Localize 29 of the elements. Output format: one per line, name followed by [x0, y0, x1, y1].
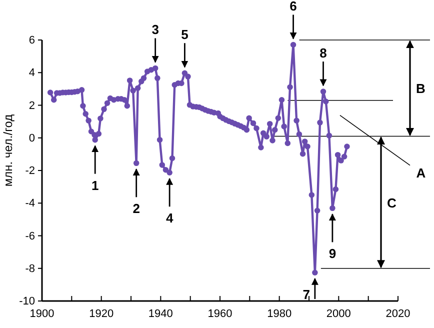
x-tick-label: 1920 — [89, 308, 114, 320]
annotation: 7 — [302, 287, 310, 302]
annotation: 3 — [152, 22, 159, 38]
x-tick-label: 2020 — [386, 308, 410, 320]
annotation: 5 — [181, 27, 188, 42]
y-tick-label: -8 — [25, 262, 35, 275]
x-tick-label: 1960 — [208, 308, 232, 320]
x-tick-label: 2000 — [326, 308, 351, 320]
annotation: C — [387, 195, 397, 210]
y-tick-label: -2 — [25, 165, 35, 178]
annotation: 4 — [166, 210, 174, 226]
y-tick-label: -4 — [25, 198, 35, 210]
y-tick-label: 6 — [28, 34, 35, 47]
annotation: 8 — [320, 46, 327, 61]
annotation: 9 — [328, 246, 336, 262]
annotation: 2 — [132, 201, 140, 216]
y-tick-label: 2 — [28, 100, 35, 112]
annotation: 6 — [290, 0, 297, 14]
y-tick-label: -6 — [25, 230, 35, 242]
ref-line-label: A — [416, 165, 426, 180]
x-tick-label: 1980 — [267, 308, 292, 320]
annotation: 1 — [91, 178, 99, 193]
text: B — [416, 81, 426, 96]
y-tick-label: 0 — [28, 132, 35, 144]
y-axis-title: млн. чел./год — [1, 114, 15, 187]
y-tick-label: -10 — [19, 296, 35, 308]
x-tick-label: 1940 — [148, 308, 173, 320]
x-tick-label: 1900 — [30, 308, 54, 320]
y-tick-label: 4 — [28, 67, 35, 80]
